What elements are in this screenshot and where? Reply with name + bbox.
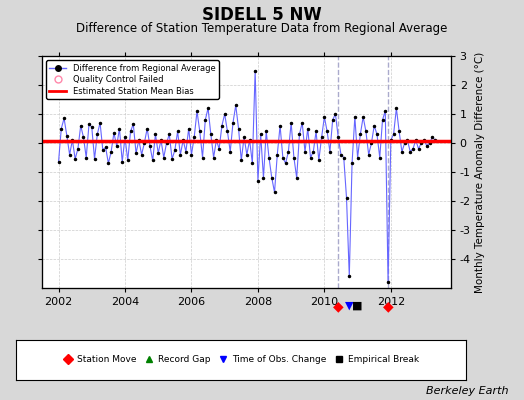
Text: ■: ■ xyxy=(352,301,363,311)
Text: ▼: ▼ xyxy=(345,301,354,311)
Legend: Station Move, Record Gap, Time of Obs. Change, Empirical Break: Station Move, Record Gap, Time of Obs. C… xyxy=(59,352,423,368)
Text: Difference of Station Temperature Data from Regional Average: Difference of Station Temperature Data f… xyxy=(77,22,447,35)
Text: Berkeley Earth: Berkeley Earth xyxy=(426,386,508,396)
Text: SIDELL 5 NW: SIDELL 5 NW xyxy=(202,6,322,24)
Legend: Difference from Regional Average, Quality Control Failed, Estimated Station Mean: Difference from Regional Average, Qualit… xyxy=(46,60,219,99)
Text: ◆: ◆ xyxy=(333,299,344,313)
Y-axis label: Monthly Temperature Anomaly Difference (°C): Monthly Temperature Anomaly Difference (… xyxy=(475,51,485,293)
Text: ◆: ◆ xyxy=(383,299,394,313)
